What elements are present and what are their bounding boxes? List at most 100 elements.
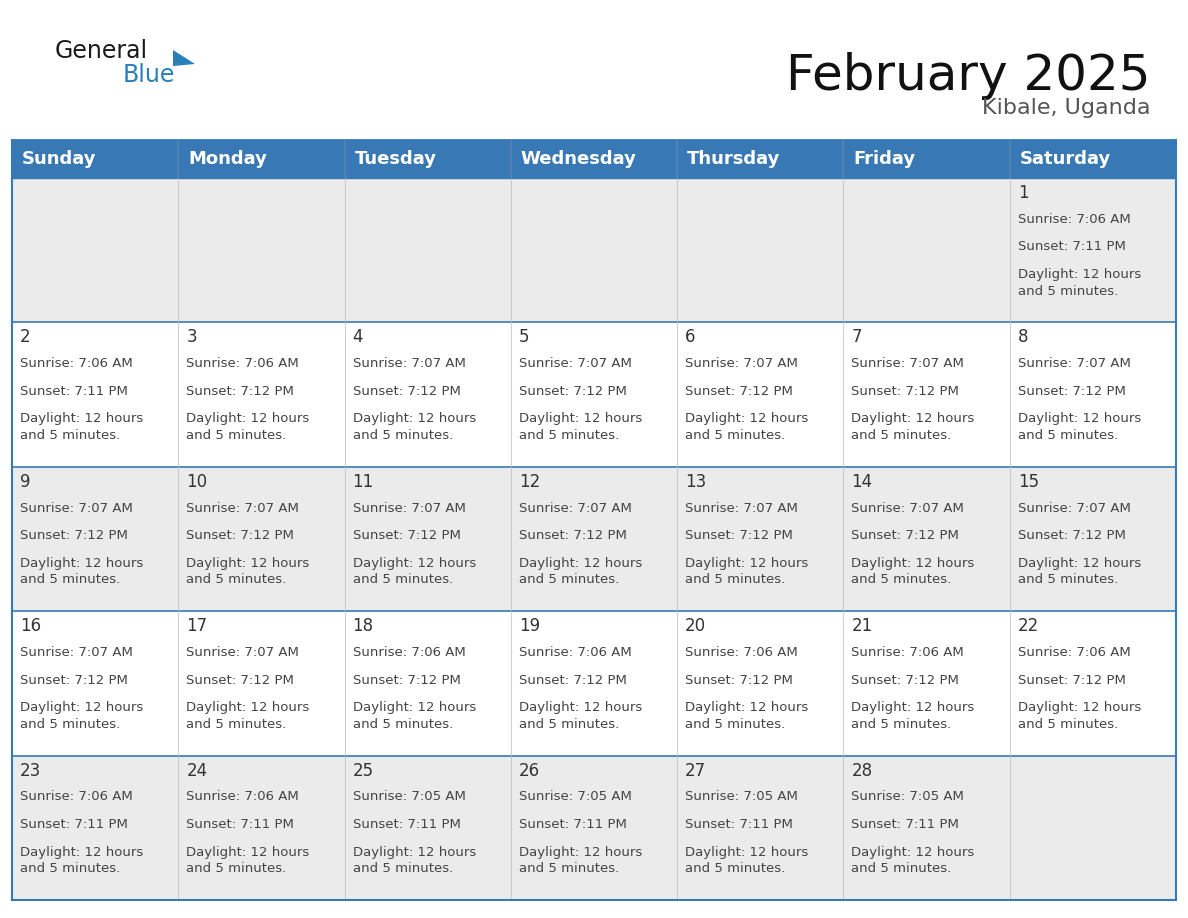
Text: 1: 1 xyxy=(1018,184,1029,202)
Text: 12: 12 xyxy=(519,473,541,491)
Text: 4: 4 xyxy=(353,329,364,346)
Text: Sunrise: 7:05 AM: Sunrise: 7:05 AM xyxy=(852,790,965,803)
Text: Friday: Friday xyxy=(853,150,916,168)
Text: 17: 17 xyxy=(187,617,208,635)
Text: Daylight: 12 hours
and 5 minutes.: Daylight: 12 hours and 5 minutes. xyxy=(685,845,808,875)
Bar xyxy=(178,140,345,178)
Text: Daylight: 12 hours
and 5 minutes.: Daylight: 12 hours and 5 minutes. xyxy=(1018,412,1140,442)
Text: Sunset: 7:12 PM: Sunset: 7:12 PM xyxy=(187,530,295,543)
Text: 3: 3 xyxy=(187,329,197,346)
Text: Sunset: 7:12 PM: Sunset: 7:12 PM xyxy=(20,530,128,543)
Text: Daylight: 12 hours
and 5 minutes.: Daylight: 12 hours and 5 minutes. xyxy=(187,412,310,442)
Text: Daylight: 12 hours
and 5 minutes.: Daylight: 12 hours and 5 minutes. xyxy=(519,701,642,731)
Text: Sunset: 7:12 PM: Sunset: 7:12 PM xyxy=(852,530,959,543)
Text: 28: 28 xyxy=(852,762,872,779)
Text: Sunrise: 7:07 AM: Sunrise: 7:07 AM xyxy=(852,501,965,515)
Text: Daylight: 12 hours
and 5 minutes.: Daylight: 12 hours and 5 minutes. xyxy=(187,557,310,587)
Text: Blue: Blue xyxy=(124,63,176,87)
Text: Daylight: 12 hours
and 5 minutes.: Daylight: 12 hours and 5 minutes. xyxy=(519,845,642,875)
Text: Sunrise: 7:07 AM: Sunrise: 7:07 AM xyxy=(685,357,798,370)
Text: Sunset: 7:12 PM: Sunset: 7:12 PM xyxy=(1018,385,1125,397)
Text: Sunrise: 7:05 AM: Sunrise: 7:05 AM xyxy=(519,790,632,803)
Text: Sunset: 7:12 PM: Sunset: 7:12 PM xyxy=(1018,674,1125,687)
Text: Daylight: 12 hours
and 5 minutes.: Daylight: 12 hours and 5 minutes. xyxy=(1018,557,1140,587)
Text: Tuesday: Tuesday xyxy=(354,150,436,168)
Text: Kibale, Uganda: Kibale, Uganda xyxy=(981,98,1150,118)
Text: 7: 7 xyxy=(852,329,862,346)
Text: 15: 15 xyxy=(1018,473,1038,491)
Text: February 2025: February 2025 xyxy=(785,52,1150,100)
Text: Sunset: 7:12 PM: Sunset: 7:12 PM xyxy=(685,674,794,687)
Text: Sunset: 7:12 PM: Sunset: 7:12 PM xyxy=(353,530,461,543)
Text: Daylight: 12 hours
and 5 minutes.: Daylight: 12 hours and 5 minutes. xyxy=(187,701,310,731)
Text: Daylight: 12 hours
and 5 minutes.: Daylight: 12 hours and 5 minutes. xyxy=(353,845,476,875)
Text: 26: 26 xyxy=(519,762,541,779)
Text: Daylight: 12 hours
and 5 minutes.: Daylight: 12 hours and 5 minutes. xyxy=(852,557,974,587)
Text: Daylight: 12 hours
and 5 minutes.: Daylight: 12 hours and 5 minutes. xyxy=(20,701,144,731)
Text: Daylight: 12 hours
and 5 minutes.: Daylight: 12 hours and 5 minutes. xyxy=(353,557,476,587)
Text: Daylight: 12 hours
and 5 minutes.: Daylight: 12 hours and 5 minutes. xyxy=(519,557,642,587)
Text: Sunrise: 7:06 AM: Sunrise: 7:06 AM xyxy=(353,646,466,659)
Text: 2: 2 xyxy=(20,329,31,346)
Text: 20: 20 xyxy=(685,617,707,635)
Bar xyxy=(677,140,843,178)
Bar xyxy=(843,140,1010,178)
Text: Sunrise: 7:06 AM: Sunrise: 7:06 AM xyxy=(1018,646,1131,659)
Text: Sunset: 7:12 PM: Sunset: 7:12 PM xyxy=(1018,530,1125,543)
Text: 21: 21 xyxy=(852,617,873,635)
Text: Sunrise: 7:06 AM: Sunrise: 7:06 AM xyxy=(852,646,965,659)
Text: Sunrise: 7:07 AM: Sunrise: 7:07 AM xyxy=(519,501,632,515)
Text: Daylight: 12 hours
and 5 minutes.: Daylight: 12 hours and 5 minutes. xyxy=(852,845,974,875)
Text: Sunday: Sunday xyxy=(23,150,96,168)
Text: Sunrise: 7:07 AM: Sunrise: 7:07 AM xyxy=(852,357,965,370)
Text: Sunset: 7:12 PM: Sunset: 7:12 PM xyxy=(685,385,794,397)
Bar xyxy=(12,178,1176,322)
Text: Sunrise: 7:07 AM: Sunrise: 7:07 AM xyxy=(353,501,466,515)
Text: Daylight: 12 hours
and 5 minutes.: Daylight: 12 hours and 5 minutes. xyxy=(685,701,808,731)
Bar xyxy=(12,466,1176,611)
Text: 10: 10 xyxy=(187,473,208,491)
Text: Sunset: 7:11 PM: Sunset: 7:11 PM xyxy=(20,818,128,831)
Text: Sunrise: 7:07 AM: Sunrise: 7:07 AM xyxy=(1018,501,1131,515)
Text: Sunrise: 7:07 AM: Sunrise: 7:07 AM xyxy=(20,646,133,659)
Text: Sunset: 7:11 PM: Sunset: 7:11 PM xyxy=(685,818,794,831)
Text: Sunset: 7:11 PM: Sunset: 7:11 PM xyxy=(519,818,627,831)
Bar xyxy=(12,756,1176,900)
Text: 18: 18 xyxy=(353,617,374,635)
Text: Sunset: 7:12 PM: Sunset: 7:12 PM xyxy=(353,385,461,397)
Text: Sunrise: 7:07 AM: Sunrise: 7:07 AM xyxy=(20,501,133,515)
Text: Sunset: 7:11 PM: Sunset: 7:11 PM xyxy=(852,818,959,831)
Text: Sunrise: 7:06 AM: Sunrise: 7:06 AM xyxy=(519,646,632,659)
Text: Daylight: 12 hours
and 5 minutes.: Daylight: 12 hours and 5 minutes. xyxy=(685,557,808,587)
Text: Sunrise: 7:07 AM: Sunrise: 7:07 AM xyxy=(353,357,466,370)
Text: 19: 19 xyxy=(519,617,541,635)
Text: Daylight: 12 hours
and 5 minutes.: Daylight: 12 hours and 5 minutes. xyxy=(187,845,310,875)
Bar xyxy=(12,140,178,178)
Text: Sunrise: 7:05 AM: Sunrise: 7:05 AM xyxy=(353,790,466,803)
Text: Sunrise: 7:07 AM: Sunrise: 7:07 AM xyxy=(187,646,299,659)
Bar xyxy=(345,140,511,178)
Text: Sunset: 7:12 PM: Sunset: 7:12 PM xyxy=(353,674,461,687)
Text: Sunrise: 7:06 AM: Sunrise: 7:06 AM xyxy=(20,790,133,803)
Text: Daylight: 12 hours
and 5 minutes.: Daylight: 12 hours and 5 minutes. xyxy=(852,412,974,442)
Text: Sunset: 7:12 PM: Sunset: 7:12 PM xyxy=(852,385,959,397)
Polygon shape xyxy=(173,50,195,66)
Text: Sunset: 7:12 PM: Sunset: 7:12 PM xyxy=(519,674,627,687)
Text: General: General xyxy=(55,39,148,63)
Text: Monday: Monday xyxy=(188,150,267,168)
Text: 14: 14 xyxy=(852,473,872,491)
Text: 5: 5 xyxy=(519,329,530,346)
Text: Daylight: 12 hours
and 5 minutes.: Daylight: 12 hours and 5 minutes. xyxy=(353,701,476,731)
Text: Sunset: 7:12 PM: Sunset: 7:12 PM xyxy=(685,530,794,543)
Text: Daylight: 12 hours
and 5 minutes.: Daylight: 12 hours and 5 minutes. xyxy=(20,412,144,442)
Text: Sunrise: 7:07 AM: Sunrise: 7:07 AM xyxy=(685,501,798,515)
Text: Daylight: 12 hours
and 5 minutes.: Daylight: 12 hours and 5 minutes. xyxy=(1018,268,1140,297)
Text: Sunrise: 7:07 AM: Sunrise: 7:07 AM xyxy=(1018,357,1131,370)
Text: Sunset: 7:12 PM: Sunset: 7:12 PM xyxy=(187,385,295,397)
Bar xyxy=(12,611,1176,756)
Text: 9: 9 xyxy=(20,473,31,491)
Text: 27: 27 xyxy=(685,762,707,779)
Text: 23: 23 xyxy=(20,762,42,779)
Text: Thursday: Thursday xyxy=(687,150,781,168)
Text: Sunset: 7:12 PM: Sunset: 7:12 PM xyxy=(519,530,627,543)
